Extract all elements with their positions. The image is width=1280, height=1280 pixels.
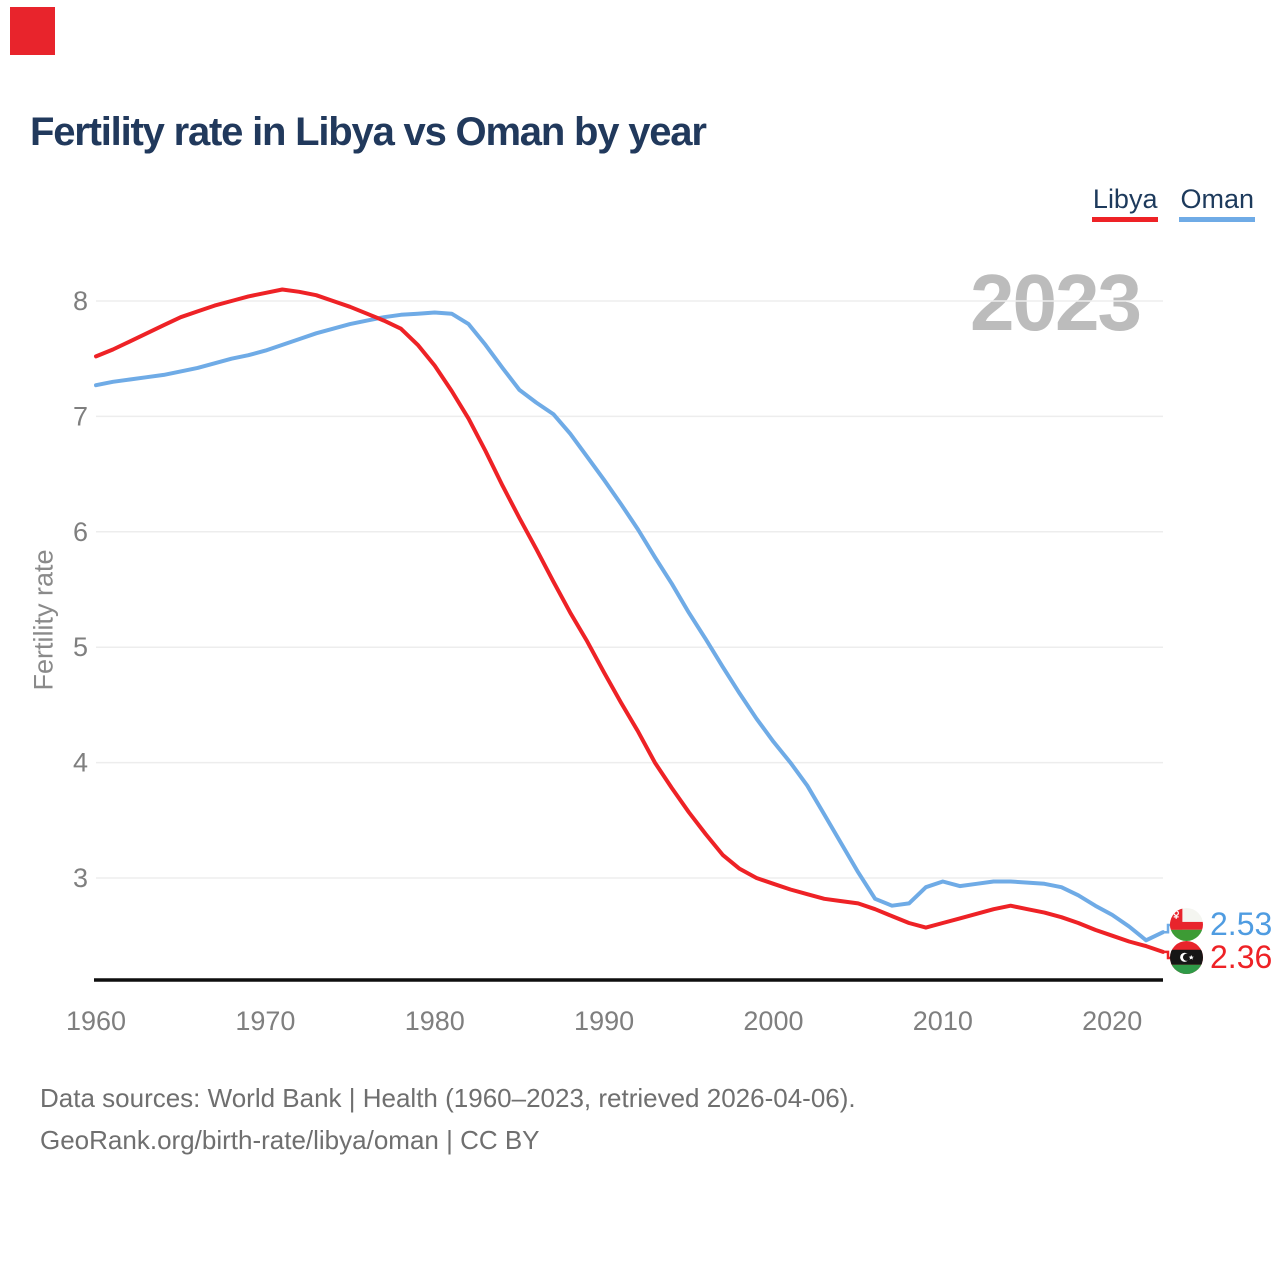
x-tick-label: 1970 <box>235 1006 295 1036</box>
legend: Libya Oman <box>1091 184 1255 222</box>
y-tick-label: 5 <box>73 632 88 662</box>
x-tick-label: 1990 <box>574 1006 634 1036</box>
x-tick-label: 2020 <box>1082 1006 1142 1036</box>
end-value-libya: 2.36 <box>1210 939 1273 975</box>
leader-line-oman <box>1163 923 1172 934</box>
legend-label-libya: Libya <box>1092 184 1158 214</box>
y-tick-label: 8 <box>73 286 88 316</box>
y-tick-label: 7 <box>73 401 88 431</box>
leader-line-libya <box>1163 950 1172 960</box>
end-label-libya: 2.36 <box>1170 941 1272 974</box>
legend-underline-libya <box>1091 217 1159 222</box>
footer-attribution-line: GeoRank.org/birth-rate/libya/oman | CC B… <box>40 1125 540 1155</box>
y-axis-title: Fertility rate <box>28 549 59 691</box>
legend-label-oman: Oman <box>1180 184 1254 214</box>
series-line-libya <box>94 287 1165 954</box>
y-tick-label: 3 <box>73 863 88 893</box>
y-tick-label: 6 <box>73 517 88 547</box>
series-line-oman <box>94 310 1165 943</box>
chart-title: Fertility rate in Libya vs Oman by year <box>30 110 707 154</box>
x-tick-label: 2010 <box>913 1006 973 1036</box>
x-tick-label: 1960 <box>66 1006 126 1036</box>
end-label-oman: 2.53 <box>1170 908 1272 941</box>
footer: Data sources: World Bank | Health (1960–… <box>40 1077 856 1161</box>
libya-flag-icon <box>1170 941 1203 974</box>
x-tick-label: 2000 <box>743 1006 803 1036</box>
oman-flag-icon <box>1170 908 1203 941</box>
brand-logo <box>10 7 55 55</box>
year-watermark: 2023 <box>970 258 1142 347</box>
footer-source-line: Data sources: World Bank | Health (1960–… <box>40 1083 856 1113</box>
y-tick-label: 4 <box>73 748 88 778</box>
x-tick-label: 1980 <box>405 1006 465 1036</box>
legend-item-libya[interactable]: Libya <box>1091 184 1159 222</box>
end-value-oman: 2.53 <box>1210 906 1273 942</box>
legend-item-oman[interactable]: Oman <box>1179 184 1255 222</box>
legend-underline-oman <box>1179 217 1255 222</box>
